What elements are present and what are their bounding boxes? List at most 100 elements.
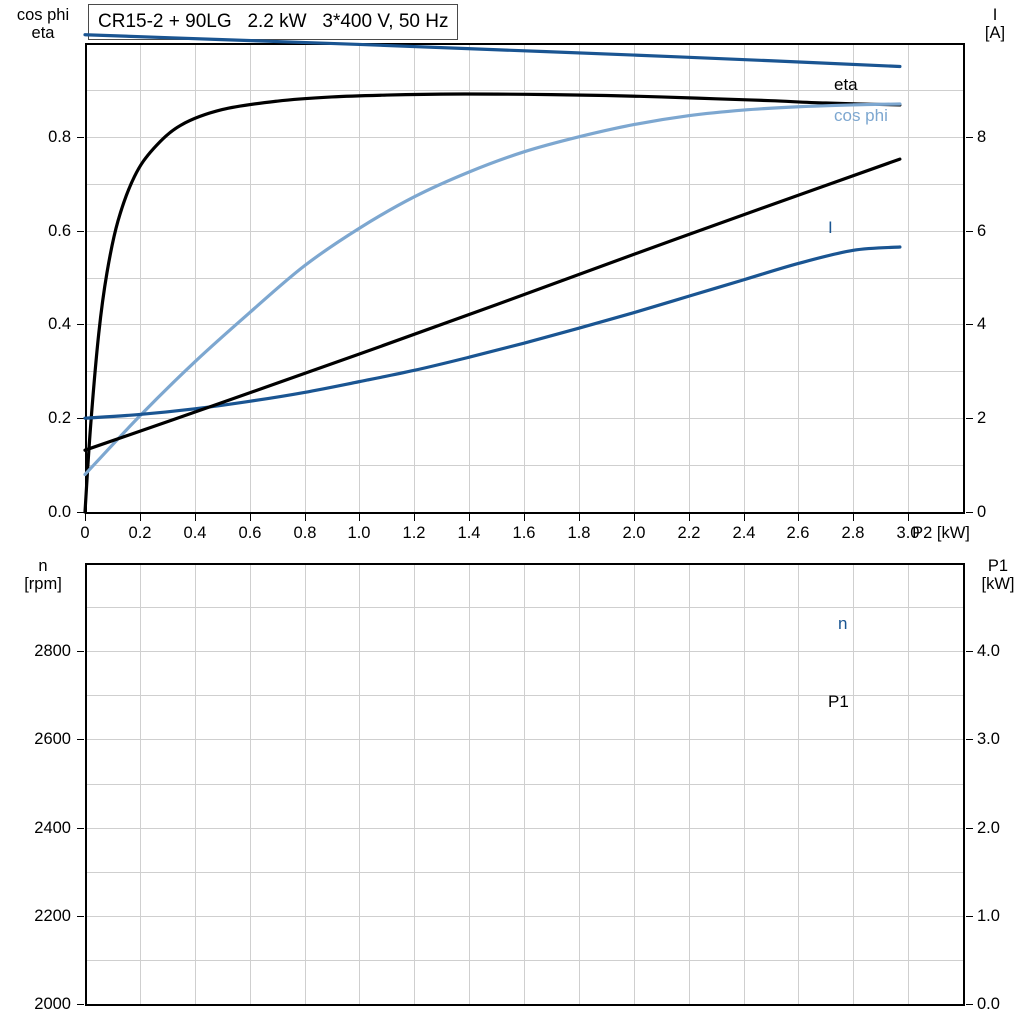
y-left-axis-tick — [77, 324, 84, 325]
y-left-axis-tick-label: 2400 — [34, 818, 71, 837]
top-right-axis-title-line2: [A] — [984, 24, 1006, 43]
x-axis-tick-label: 0.4 — [183, 524, 207, 542]
gridline-vertical — [853, 563, 854, 1004]
plot-frame-top — [85, 43, 965, 45]
gridline-vertical — [305, 43, 306, 512]
gridline-vertical — [798, 563, 799, 1004]
curve-I — [83, 245, 902, 420]
x-axis-tick-label: 2.8 — [841, 524, 865, 542]
y-right-axis-tick-label: 1.0 — [977, 906, 1000, 925]
y-left-axis-tick-label: 2200 — [34, 906, 71, 925]
gridline-horizontal — [85, 916, 963, 917]
gridline-vertical — [689, 563, 690, 1004]
y-left-axis-tick-label: 0.4 — [48, 314, 71, 333]
gridline-horizontal — [85, 324, 963, 325]
gridline-vertical — [250, 43, 251, 512]
bottom-right-axis-title-line1: P1 — [987, 557, 1009, 575]
gridline-horizontal — [85, 278, 963, 279]
gridline-vertical — [524, 43, 525, 512]
gridline-vertical — [140, 43, 141, 512]
x-axis-tick — [689, 514, 690, 521]
gridline-horizontal — [85, 371, 963, 372]
y-right-axis-tick — [966, 739, 973, 740]
curve-label-speed: n — [838, 614, 848, 633]
plot-frame-bottom — [85, 512, 965, 514]
x-axis-tick-label: 1.0 — [347, 524, 371, 542]
y-left-axis-tick-label: 2000 — [34, 994, 71, 1013]
top-left-axis-title: cos phi eta — [8, 6, 78, 43]
plot-frame-right — [963, 43, 965, 514]
gridline-vertical — [469, 563, 470, 1004]
gridline-vertical — [359, 563, 360, 1004]
x-axis-tick — [798, 514, 799, 521]
y-right-axis-tick — [966, 324, 973, 325]
bottom-right-axis-title: P1 [kW] — [972, 557, 1024, 594]
x-axis-tick — [305, 514, 306, 521]
x-axis-tick — [359, 514, 360, 521]
plot-frame-left — [85, 43, 87, 514]
curve-label-current: I — [828, 218, 833, 237]
title-box: CR15-2 + 90LG 2.2 kW 3*400 V, 50 Hz — [88, 4, 459, 40]
plot-frame-top — [85, 563, 965, 565]
gridline-vertical — [853, 43, 854, 512]
x-axis-tick — [140, 514, 141, 521]
x-axis-tick-label: 1.8 — [567, 524, 591, 542]
y-left-axis-tick-label: 2600 — [34, 729, 71, 748]
x-axis-tick-label: 0.2 — [128, 524, 152, 542]
x-axis-tick — [634, 514, 635, 521]
gridline-horizontal — [85, 872, 963, 873]
gridline-vertical — [908, 563, 909, 1004]
y-right-axis-tick-label: 6 — [977, 221, 987, 240]
gridline-horizontal — [85, 828, 963, 829]
y-right-axis-tick — [966, 137, 973, 138]
y-left-axis-tick — [77, 828, 84, 829]
x-axis-tick — [250, 514, 251, 521]
gridline-vertical — [744, 563, 745, 1004]
x-axis-tick — [744, 514, 745, 521]
gridline-vertical — [579, 43, 580, 512]
x-axis-tick-label: 0.6 — [238, 524, 262, 542]
gridline-vertical — [140, 563, 141, 1004]
gridline-vertical — [414, 43, 415, 512]
gridline-horizontal — [85, 695, 963, 696]
x-axis-tick — [85, 514, 86, 521]
y-left-axis-tick-label: 0.0 — [48, 502, 71, 521]
y-left-axis-tick — [77, 916, 84, 917]
y-right-axis-tick — [966, 418, 973, 419]
gridline-horizontal — [85, 418, 963, 419]
gridline-horizontal — [85, 231, 963, 232]
x-axis-tick — [524, 514, 525, 521]
y-right-axis-tick — [966, 1004, 973, 1005]
curve-label-eta: eta — [834, 75, 858, 94]
gridline-vertical — [524, 563, 525, 1004]
x-axis-tick-label: 0 — [80, 524, 90, 542]
x-axis-tick-label: 1.4 — [457, 524, 481, 542]
y-right-axis-tick — [966, 651, 973, 652]
gridline-horizontal — [85, 465, 963, 466]
x-axis-tick-label: 2.6 — [786, 524, 810, 542]
y-left-axis-tick — [77, 1004, 84, 1005]
y-left-axis-tick-label: 0.8 — [48, 127, 71, 146]
gridline-vertical — [250, 563, 251, 1004]
x-axis-title: P2 [kW] — [912, 524, 970, 542]
gridline-vertical — [359, 43, 360, 512]
top-chart: cos phi eta I [A] CR15-2 + 90LG 2.2 kW 3… — [8, 4, 1006, 542]
y-right-axis-tick — [966, 231, 973, 232]
y-right-axis-tick — [966, 828, 973, 829]
gridline-horizontal — [85, 607, 963, 608]
y-left-axis-tick — [77, 739, 84, 740]
x-axis-tick-label: 1.6 — [512, 524, 536, 542]
y-right-axis-tick-label: 2 — [977, 408, 987, 427]
gridline-horizontal — [85, 739, 963, 740]
y-left-axis-tick-label: 2800 — [34, 641, 71, 660]
y-left-axis-tick — [77, 137, 84, 138]
gridline-vertical — [744, 43, 745, 512]
bottom-right-axis-title-line2: [kW] — [981, 575, 1015, 594]
y-right-axis-tick-label: 0 — [977, 502, 987, 521]
y-left-axis-tick — [77, 418, 84, 419]
curve-label-cos-phi: cos phi — [834, 106, 888, 125]
gridline-vertical — [305, 563, 306, 1004]
y-left-axis-tick — [77, 651, 84, 652]
gridline-horizontal — [85, 651, 963, 652]
curve-label-p1: P1 — [828, 692, 849, 711]
